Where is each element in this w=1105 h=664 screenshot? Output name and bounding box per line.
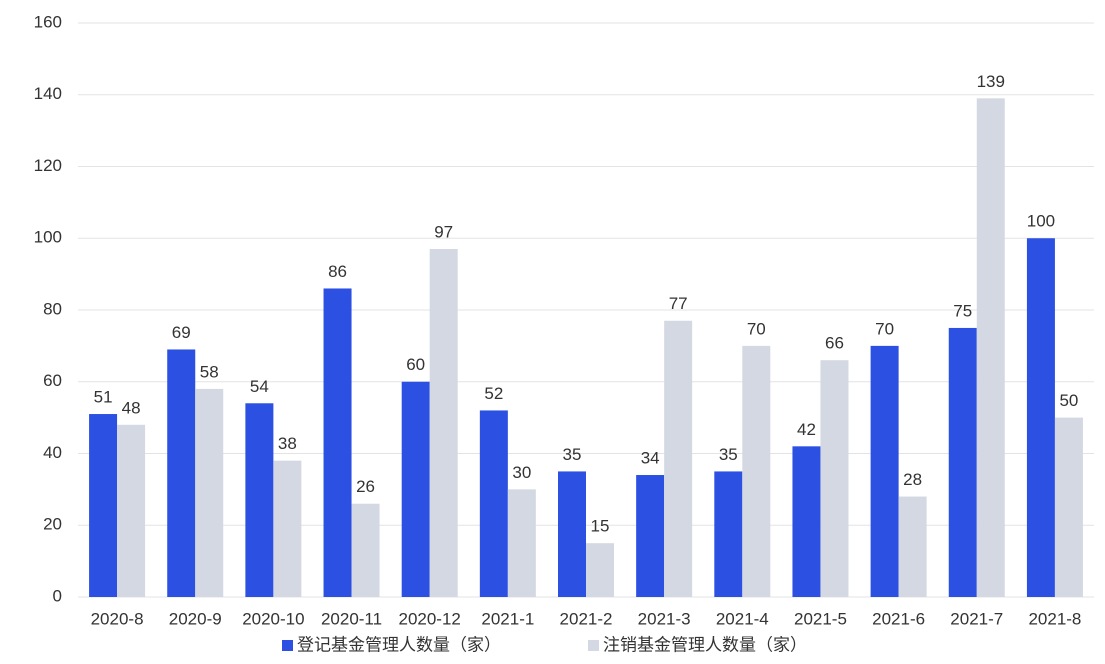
bar xyxy=(479,410,508,597)
data-label: 100 xyxy=(1027,212,1055,231)
bar xyxy=(401,381,430,597)
bar xyxy=(714,471,743,597)
bar xyxy=(117,424,146,597)
legend-label: 登记基金管理人数量（家） xyxy=(297,635,501,654)
data-label: 139 xyxy=(977,72,1005,91)
data-label: 66 xyxy=(825,334,844,353)
legend-swatch xyxy=(588,640,599,651)
bar xyxy=(870,345,899,597)
x-tick-label: 2021-2 xyxy=(560,609,613,628)
data-label: 35 xyxy=(719,445,738,464)
data-label: 58 xyxy=(200,362,219,381)
data-label: 51 xyxy=(94,388,113,407)
x-tick-label: 2021-4 xyxy=(716,609,769,628)
bar xyxy=(820,360,849,597)
bar xyxy=(976,98,1005,598)
x-tick-label: 2020-12 xyxy=(398,609,460,628)
data-label: 97 xyxy=(434,222,453,241)
y-tick-label: 20 xyxy=(43,515,62,534)
y-tick-label: 80 xyxy=(43,299,62,318)
y-tick-label: 60 xyxy=(43,371,62,390)
data-label: 70 xyxy=(747,319,766,338)
data-label: 30 xyxy=(512,463,531,482)
bar xyxy=(558,471,586,597)
bar xyxy=(323,288,352,597)
data-label: 15 xyxy=(591,517,610,536)
data-label: 42 xyxy=(797,420,816,439)
x-tick-label: 2020-10 xyxy=(242,609,304,628)
bar xyxy=(429,249,458,597)
x-tick-label: 2021-5 xyxy=(794,609,847,628)
bar xyxy=(586,543,614,597)
y-tick-label: 160 xyxy=(34,12,62,31)
data-label: 28 xyxy=(903,470,922,489)
y-tick-label: 140 xyxy=(34,84,62,103)
legend-label: 注销基金管理人数量（家） xyxy=(603,635,807,654)
legend-swatch xyxy=(282,640,293,651)
data-label: 60 xyxy=(406,355,425,374)
x-tick-label: 2021-3 xyxy=(638,609,691,628)
bar xyxy=(167,349,196,597)
x-tick-label: 2020-11 xyxy=(321,609,382,628)
data-label: 26 xyxy=(356,477,375,496)
data-label: 54 xyxy=(250,377,269,396)
bar xyxy=(273,460,302,597)
bar xyxy=(742,345,771,597)
bar xyxy=(89,414,118,597)
data-label: 70 xyxy=(875,319,894,338)
data-label: 52 xyxy=(484,384,503,403)
y-tick-label: 40 xyxy=(43,443,62,462)
x-tick-label: 2021-1 xyxy=(481,609,534,628)
data-label: 38 xyxy=(278,434,297,453)
x-tick-label: 2021-8 xyxy=(1028,609,1081,628)
bar xyxy=(948,327,977,597)
bar xyxy=(1054,417,1083,597)
x-tick-label: 2021-6 xyxy=(872,609,925,628)
data-label: 75 xyxy=(953,301,972,320)
data-label: 34 xyxy=(641,449,660,468)
x-tick-label: 2020-8 xyxy=(91,609,144,628)
data-label: 69 xyxy=(172,323,191,342)
bar xyxy=(636,475,665,597)
x-tick-label: 2020-9 xyxy=(169,609,222,628)
bar xyxy=(898,496,927,597)
bar xyxy=(792,446,821,597)
x-tick-label: 2021-7 xyxy=(950,609,1003,628)
bar xyxy=(351,503,380,597)
data-label: 35 xyxy=(563,445,582,464)
data-label: 86 xyxy=(328,262,347,281)
y-tick-label: 0 xyxy=(53,586,62,605)
y-tick-label: 100 xyxy=(34,228,62,247)
bar xyxy=(1026,238,1055,597)
bar xyxy=(195,388,224,597)
data-label: 50 xyxy=(1059,391,1078,410)
data-label: 77 xyxy=(669,294,688,313)
bar xyxy=(245,403,274,597)
data-label: 48 xyxy=(122,398,141,417)
bar xyxy=(507,489,536,597)
y-tick-label: 120 xyxy=(34,156,62,175)
bar xyxy=(664,320,693,597)
